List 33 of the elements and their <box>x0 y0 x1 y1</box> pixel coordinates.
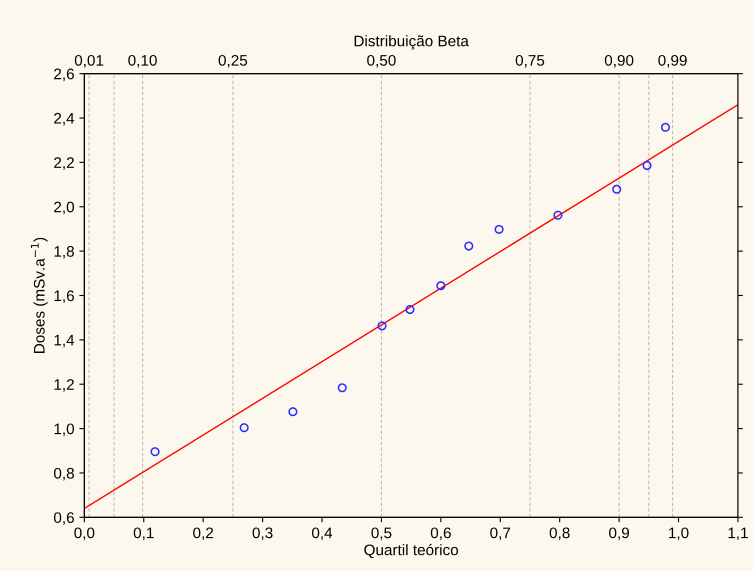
y-tick-label: 2,0 <box>54 202 74 214</box>
y-tick-label: 0,8 <box>54 468 74 480</box>
x-tick-label: 1,1 <box>728 528 748 540</box>
x2-tick-label: 0,50 <box>367 54 396 68</box>
x-tick-label: 0,6 <box>430 527 451 540</box>
x-tick-label: 0,7 <box>490 527 510 540</box>
x2-tick-label: 0,75 <box>516 54 544 68</box>
x2-tick-label: 0,90 <box>604 54 634 68</box>
x-tick-label: 0,5 <box>371 527 392 540</box>
y-tick-label: 2,4 <box>54 112 74 126</box>
y-tick-label: 2,2 <box>54 157 74 170</box>
x2-axis-title: Distribuição Beta <box>354 35 469 50</box>
x-tick-label: 1,0 <box>669 527 689 540</box>
y-tick-label: 1,8 <box>54 246 74 259</box>
y-axis-title: Doses (mSv.a$^{−1}$) <box>30 238 48 353</box>
x2-tick-label: 0,99 <box>658 54 687 68</box>
x2-tick-label: 0,10 <box>128 54 157 68</box>
x-tick-label: 0,1 <box>134 527 154 540</box>
x-tick-label: 0,4 <box>312 527 332 540</box>
x-tick-label: 0,3 <box>252 527 273 540</box>
x2-tick-label: 0,25 <box>218 54 248 68</box>
y-tick-label: 1,0 <box>54 423 74 436</box>
x-tick-label: 0,2 <box>193 527 214 540</box>
y-tick-label: 2,6 <box>54 68 74 82</box>
y-tick-label: 0,6 <box>54 512 74 525</box>
x-tick-label: 0,0 <box>74 527 94 540</box>
x2-tick-label: 0,01 <box>74 54 104 68</box>
y-tick-label: 1,2 <box>54 379 74 392</box>
x-axis-title: Quartil teórico <box>364 544 458 558</box>
x-tick-label: 0,8 <box>550 527 570 540</box>
y-tick-label: 1,6 <box>54 290 74 303</box>
y-tick-label: 1,4 <box>54 334 74 348</box>
x-tick-label: 0,9 <box>609 527 629 540</box>
